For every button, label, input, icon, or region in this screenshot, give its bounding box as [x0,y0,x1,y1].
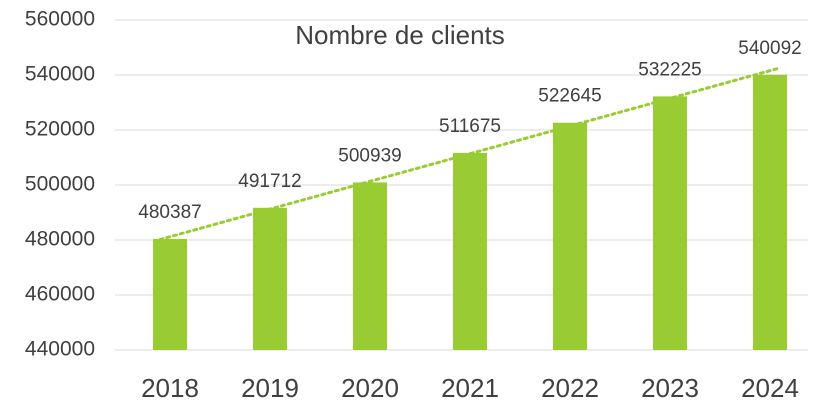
y-tick-label: 560000 [25,8,95,31]
bar [653,96,687,350]
y-tick-label: 480000 [25,228,95,251]
x-tick-label: 2019 [241,373,299,403]
bar [453,152,487,350]
x-tick-label: 2021 [441,373,499,403]
value-label: 532225 [638,59,701,80]
y-tick-label: 460000 [25,283,95,306]
x-tick-label: 2023 [641,373,699,403]
y-tick-label: 520000 [25,118,95,141]
value-label: 500939 [338,145,401,166]
x-tick-label: 2020 [341,373,399,403]
y-tick-label: 500000 [25,173,95,196]
bar [153,238,187,350]
value-label: 511675 [439,116,501,137]
value-label: 480387 [138,202,201,223]
trendline [158,66,782,242]
y-tick-label: 540000 [25,63,95,86]
value-label: 522645 [538,86,601,107]
bar [253,207,287,350]
value-label: 491712 [238,171,301,192]
chart-title: Nombre de clients [295,20,505,50]
y-tick-label: 440000 [25,338,95,361]
bar [753,74,787,350]
x-tick-label: 2022 [541,373,599,403]
value-label: 540092 [738,38,801,59]
x-tick-label: 2024 [741,373,799,403]
bar [553,122,587,350]
bar [353,182,387,350]
x-tick-label: 2018 [141,373,199,403]
